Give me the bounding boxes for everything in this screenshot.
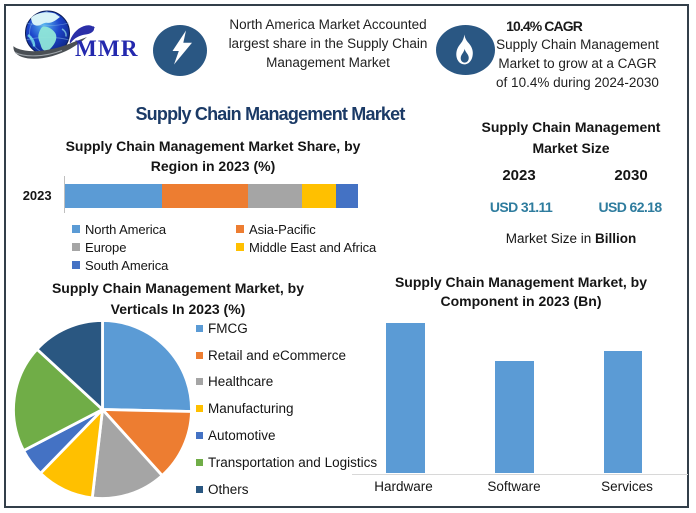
svg-text:MMR: MMR [75, 36, 139, 61]
